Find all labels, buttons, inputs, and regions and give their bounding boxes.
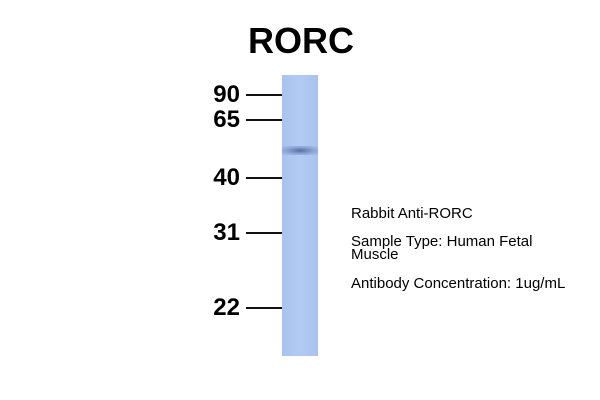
title-text: RORC bbox=[248, 20, 354, 61]
blot-title: RORC bbox=[0, 20, 600, 62]
marker-tick bbox=[246, 307, 282, 309]
marker-label: 22 bbox=[213, 294, 240, 321]
marker-tick bbox=[246, 94, 282, 96]
marker-90: 90 bbox=[190, 81, 282, 108]
marker-tick bbox=[246, 119, 282, 121]
sample-type-line1: Sample Type: Human Fetal bbox=[351, 233, 533, 250]
marker-65: 65 bbox=[190, 106, 282, 133]
marker-label: 31 bbox=[213, 219, 240, 246]
marker-40: 40 bbox=[190, 164, 282, 191]
sample-type-line2: Muscle bbox=[351, 246, 399, 263]
marker-label: 40 bbox=[213, 164, 240, 191]
antibody-concentration: Antibody Concentration: 1ug/mL bbox=[351, 275, 566, 292]
marker-tick bbox=[246, 177, 282, 179]
marker-label: 65 bbox=[213, 106, 240, 133]
marker-22: 22 bbox=[190, 294, 282, 321]
marker-31: 31 bbox=[190, 219, 282, 246]
marker-tick bbox=[246, 232, 282, 234]
blot-lane bbox=[282, 75, 318, 356]
protein-band bbox=[282, 146, 318, 155]
antibody-label: Rabbit Anti-RORC bbox=[351, 205, 473, 222]
marker-label: 90 bbox=[213, 81, 240, 108]
